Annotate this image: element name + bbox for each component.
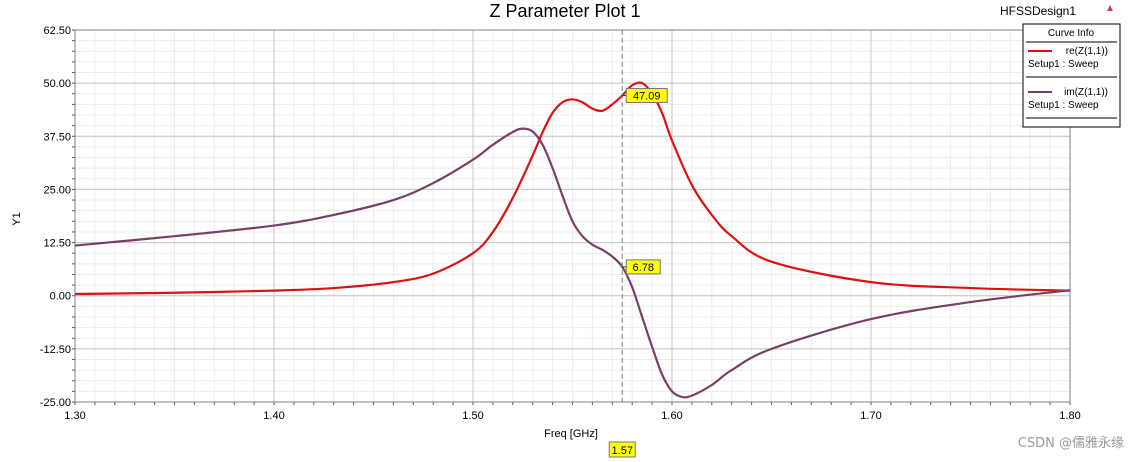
y-tick-label: 25.00	[43, 184, 71, 196]
legend-entry-re-name: re(Z(1,1))	[1066, 46, 1108, 57]
y-tick-label: 50.00	[43, 78, 71, 90]
x-tick-label: 1.40	[263, 410, 284, 422]
marker-label-re: 47.09	[633, 91, 661, 103]
x-tick-label: 1.50	[462, 410, 483, 422]
y-axis-label: Y1	[11, 212, 23, 225]
x-tick-label: 1.80	[1059, 410, 1080, 422]
y-tick-label: -25.00	[40, 397, 71, 409]
legend-entry-im-sub: Setup1 : Sweep	[1028, 100, 1099, 111]
marker-x-label: 1.57	[612, 445, 633, 457]
x-axis-label: Freq [GHz]	[544, 428, 598, 440]
design-name: HFSSDesign1	[1000, 4, 1076, 18]
y-tick-label: 37.50	[43, 131, 71, 143]
legend-entry-re-sub: Setup1 : Sweep	[1028, 59, 1099, 70]
watermark: CSDN @儒雅永缘	[1018, 436, 1124, 451]
legend-box[interactable]: Curve Info re(Z(1,1)) Setup1 : Sweep im(…	[1022, 23, 1121, 128]
series-line-re[interactable]	[74, 81, 1071, 296]
series-layer	[74, 81, 1071, 399]
series-line-im[interactable]	[74, 127, 1071, 399]
marker-label-im: 6.78	[633, 262, 654, 274]
x-tick-label: 1.70	[860, 410, 881, 422]
y-tick-label: -12.50	[40, 344, 71, 356]
plot-frame	[74, 29, 1071, 403]
marker-label-box	[625, 259, 661, 275]
marker-label-box	[625, 88, 668, 104]
marker-layer: 1.57 47.09 6.78	[608, 30, 668, 458]
x-tick-label: 1.30	[64, 410, 85, 422]
y-tick-label: 0.00	[50, 291, 71, 303]
y-tick-label: 12.50	[43, 238, 71, 250]
design-marker-icon	[1107, 5, 1113, 11]
legend-entry-im-name: im(Z(1,1))	[1064, 87, 1108, 98]
axes: 1.30 1.40 1.50 1.60 1.70 1.80 62.50 50.00 37.50 2…	[40, 25, 1081, 422]
y-tick-label: 62.50	[43, 25, 71, 37]
chart-title: Z Parameter Plot 1	[489, 1, 640, 21]
x-tick-label: 1.60	[661, 410, 682, 422]
marker-x-label-box	[608, 441, 636, 458]
legend-title: Curve Info	[1048, 28, 1095, 39]
